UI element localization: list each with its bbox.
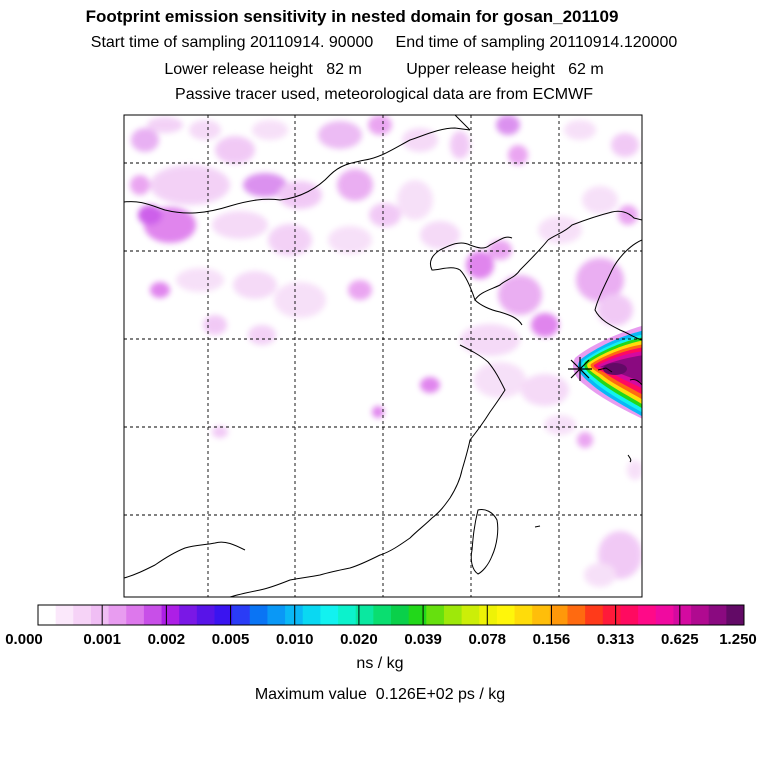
colorbar-cell <box>55 605 74 625</box>
sampling-times: Start time of sampling 20110914. 90000 E… <box>90 34 678 51</box>
colorbar-cell <box>479 605 498 625</box>
colorbar-cell <box>249 605 268 625</box>
colorbar-tick-label: 0.002 <box>148 631 186 648</box>
colorbar-cell <box>161 605 180 625</box>
colorbar-tick-label: 0.625 <box>661 631 699 648</box>
colorbar-cell <box>90 605 109 625</box>
colorbar-cell <box>443 605 462 625</box>
colorbar-cell <box>549 605 568 625</box>
colorbar-cell <box>408 605 427 625</box>
colorbar-cell <box>214 605 233 625</box>
colorbar-cell <box>232 605 251 625</box>
colorbar-cell <box>691 605 710 625</box>
colorbar-cell <box>532 605 551 625</box>
coastlines <box>124 115 642 597</box>
colorbar-cell <box>355 605 374 625</box>
colorbar-tick-label: 0.000 <box>5 631 43 648</box>
colorbar-tick-label: 1.250 <box>719 631 757 648</box>
release-heights: Lower release height 82 m Upper release … <box>164 61 604 78</box>
colorbar-cell <box>426 605 445 625</box>
colorbar-cell <box>73 605 92 625</box>
colorbar-cell <box>126 605 145 625</box>
colorbar-cell <box>496 605 515 625</box>
plot-title: Footprint emission sensitivity in nested… <box>85 7 619 26</box>
colorbar-tick-label: 0.039 <box>404 631 442 648</box>
colorbar-cell <box>673 605 692 625</box>
colorbar-cell <box>726 605 745 625</box>
sensitivity-field <box>130 115 642 587</box>
tracer-info: Passive tracer used, meteorological data… <box>175 86 593 103</box>
colorbar-cell <box>338 605 357 625</box>
colorbar-tick-label: 0.156 <box>533 631 571 648</box>
colorbar-cells <box>37 604 745 626</box>
colorbar-labels: 0.000 0.001 0.002 0.005 0.010 0.020 0.039 0.078… <box>5 631 757 648</box>
colorbar-cell <box>38 605 57 625</box>
map-frame <box>123 114 643 598</box>
colorbar-cell <box>267 605 286 625</box>
colorbar: 0.000 0.001 0.002 0.005 0.010 0.020 0.039 0.078… <box>5 604 757 648</box>
colorbar-cell <box>179 605 198 625</box>
colorbar-tick-label: 0.078 <box>468 631 506 648</box>
colorbar-cell <box>585 605 604 625</box>
colorbar-frame <box>37 604 745 626</box>
plume <box>573 325 642 419</box>
colorbar-cell <box>638 605 657 625</box>
colorbar-cell <box>602 605 621 625</box>
colorbar-cell <box>196 605 215 625</box>
colorbar-cell <box>285 605 304 625</box>
colorbar-cell <box>302 605 321 625</box>
colorbar-tick-label: 0.313 <box>597 631 635 648</box>
colorbar-tick-label: 0.005 <box>212 631 250 648</box>
colorbar-tick-label: 0.020 <box>340 631 378 648</box>
colorbar-tick-label: 0.001 <box>83 631 121 648</box>
star-cross-icon <box>568 357 592 381</box>
colorbar-cell <box>461 605 480 625</box>
graticule <box>124 115 642 597</box>
colorbar-cell <box>620 605 639 625</box>
colorbar-cell <box>143 605 162 625</box>
colorbar-cell <box>108 605 127 625</box>
colorbar-cell <box>320 605 339 625</box>
colorbar-cell <box>514 605 533 625</box>
colorbar-unit: ns / kg <box>356 655 404 672</box>
maximum-value: Maximum value 0.126E+02 ps / kg <box>254 686 506 703</box>
colorbar-cell <box>655 605 674 625</box>
colorbar-tick-label: 0.010 <box>276 631 314 648</box>
colorbar-cell <box>373 605 392 625</box>
colorbar-cell <box>708 605 727 625</box>
colorbar-cell <box>567 605 586 625</box>
footprint-map <box>123 114 643 598</box>
colorbar-cell <box>391 605 410 625</box>
